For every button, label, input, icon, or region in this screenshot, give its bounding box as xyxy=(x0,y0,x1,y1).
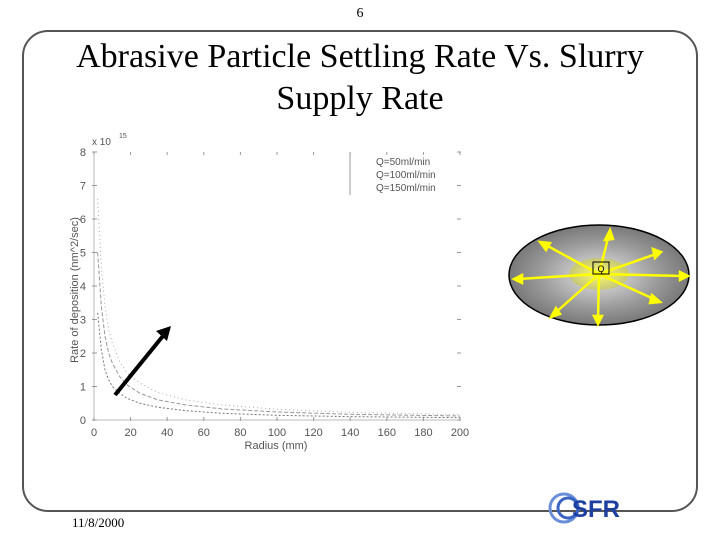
x-tick-label: 0 xyxy=(91,427,97,439)
chart-legend: Q=50ml/min Q=100ml/min Q=150ml/min xyxy=(349,153,436,195)
legend-entry: Q=100ml/min xyxy=(376,170,436,181)
y-tick-label: 8 xyxy=(80,147,86,159)
x-tick-labels: 0 20 40 60 80 100 120 140 160 180 200 xyxy=(91,427,469,439)
y-tick-label: 1 xyxy=(80,382,86,394)
x-tick-label: 80 xyxy=(234,427,246,439)
y-tick-label: 0 xyxy=(80,415,86,427)
y-tick-label: 7 xyxy=(80,181,86,193)
series-line xyxy=(97,252,461,417)
title-line-2: Supply Rate xyxy=(276,80,444,117)
page-number: 6 xyxy=(356,6,364,21)
y-tick-labels: 0 1 2 3 4 5 6 7 8 xyxy=(80,147,86,427)
x-tick-label: 160 xyxy=(378,427,396,439)
legend-entry: Q=150ml/min xyxy=(376,183,436,194)
logo-text: SFR xyxy=(572,496,620,523)
x-tick-label: 100 xyxy=(268,427,286,439)
y-exponent: 15 xyxy=(119,133,127,140)
title-line-1: Abrasive Particle Settling Rate Vs. Slur… xyxy=(76,38,644,75)
y-tick-label: 4 xyxy=(80,281,86,293)
x-tick-label: 180 xyxy=(414,427,432,439)
wafer-disk-diagram: Q xyxy=(508,224,691,327)
deposition-chart: 0 1 2 3 4 5 6 7 8 0 20 40 60 80 100 120 140 160 180 200 x … xyxy=(69,133,469,452)
trend-arrow-head xyxy=(156,326,171,341)
x-axis-label: Radius (mm) xyxy=(245,440,308,452)
legend-entry: Q=50ml/min xyxy=(376,157,430,168)
y-tick-label: 2 xyxy=(80,348,86,360)
y-multiplier: x 10 xyxy=(92,137,111,148)
series-line xyxy=(97,198,461,416)
sfr-logo: SFR xyxy=(548,492,620,524)
x-tick-label: 200 xyxy=(451,427,469,439)
chart-series xyxy=(97,198,461,419)
logo-ring-inner xyxy=(556,496,580,520)
x-tick-label: 60 xyxy=(198,427,210,439)
slide-frame xyxy=(22,30,698,512)
slurry-nozzle xyxy=(592,261,610,275)
x-tick-label: 20 xyxy=(124,427,136,439)
chart-grid xyxy=(92,151,461,421)
flow-label: Q xyxy=(597,264,604,274)
y-tick-label: 3 xyxy=(80,315,86,327)
x-tick-label: 40 xyxy=(161,427,173,439)
trend-arrow-shaft xyxy=(113,329,169,397)
y-tick-label: 5 xyxy=(80,248,86,260)
slide-date: 11/8/2000 xyxy=(72,515,125,530)
y-axis-label: Rate of deposition (nm^2/sec) xyxy=(69,217,81,363)
x-tick-label: 140 xyxy=(341,427,359,439)
y-tick-label: 6 xyxy=(80,214,86,226)
series-line xyxy=(97,312,461,419)
slide-title: Abrasive Particle Settling Rate Vs. Slur… xyxy=(0,36,720,120)
x-tick-label: 120 xyxy=(304,427,322,439)
